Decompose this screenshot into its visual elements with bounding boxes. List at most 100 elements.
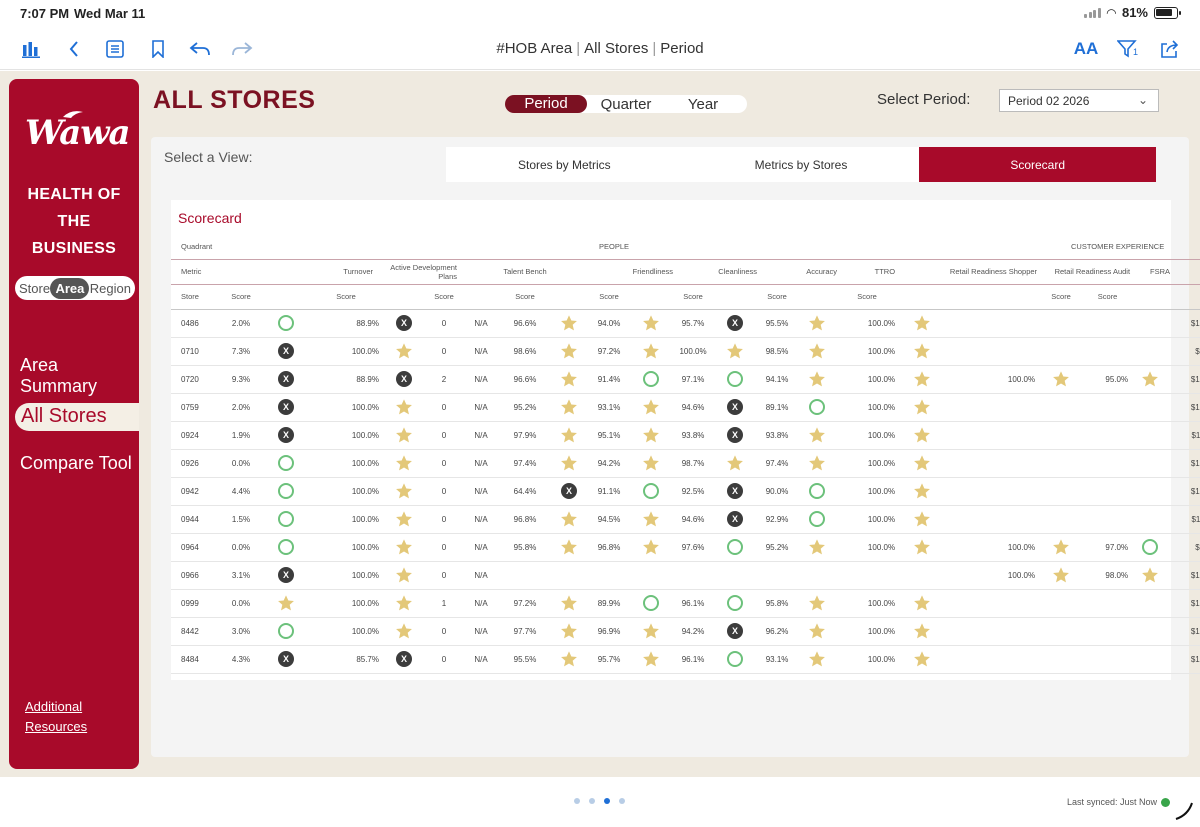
score-label: Score (501, 284, 549, 310)
table-row[interactable]: 0964 0.0% 100.0% 0 N/A 95.8% 96.8% 97.6% 95.2% 10… (171, 533, 1200, 562)
score-icon-cell (549, 449, 589, 478)
table-row[interactable]: 8484 4.3% X 85.7% X 0 N/A 95.5% 95.7% 96.1% 93.1% 1… (171, 645, 1200, 674)
friendliness-value: 95.5% (501, 645, 549, 674)
score-label: Score (427, 284, 461, 310)
cleanliness-value: 91.4% (589, 365, 630, 394)
score-label: Score (673, 284, 714, 310)
star-icon (1142, 371, 1158, 387)
toggle-year[interactable]: Year (687, 95, 719, 113)
score-icon-cell (1037, 505, 1086, 534)
resources-line: Resources (25, 719, 88, 734)
cleanliness-value: 94.5% (589, 505, 630, 534)
wifi-icon: ◠ (1106, 5, 1116, 20)
bookmark-icon[interactable] (145, 36, 171, 62)
sales-value: $103,928 (1170, 449, 1200, 478)
page-dot[interactable] (604, 798, 610, 804)
page-indicator[interactable] (574, 798, 625, 804)
adp-value: 100.0% (311, 589, 381, 618)
table-row[interactable]: 0486 2.0% 88.9% X 0 N/A 96.6% 94.0% 95.7% X 95.5% 1… (171, 309, 1200, 338)
star-icon (561, 623, 577, 639)
talent-bench-value: 0 (427, 645, 461, 674)
ttro-value: 90.0% (757, 477, 798, 506)
table-row[interactable]: 8442 3.0% 100.0% 0 N/A 97.7% 96.9% 94.2% X 96.2% 1… (171, 617, 1200, 646)
page-dot[interactable] (619, 798, 625, 804)
friendliness-value: 97.4% (501, 449, 549, 478)
table-row[interactable]: 0942 4.4% 100.0% 0 N/A 64.4% X 91.1% 92.5% X 90.0%… (171, 477, 1200, 506)
table-row[interactable]: 0710 7.3% X 100.0% 0 N/A 98.6% 97.2% 100.0% 98.5%… (171, 337, 1200, 366)
toggle-period[interactable]: Period (505, 95, 587, 113)
store-number: 0926 (171, 449, 221, 478)
tab-metrics-by-stores[interactable]: Metrics by Stores (754, 157, 848, 172)
fsra-value (1085, 393, 1131, 422)
table-row[interactable]: 0999 0.0% 100.0% 1 N/A 97.2% 89.9% 96.1% 95.8% 10… (171, 589, 1200, 618)
pencil-stroke-icon (1175, 802, 1193, 820)
share-icon[interactable] (1157, 36, 1183, 62)
friendliness-value: 95.8% (501, 533, 549, 562)
table-row[interactable]: 0720 9.3% X 88.9% X 2 N/A 96.6% 91.4% 97.1% 94.1% 1… (171, 365, 1200, 394)
ttro-value: 95.5% (757, 309, 798, 338)
nav-compare-tool[interactable]: Compare Tool (20, 453, 132, 473)
rr-shopper-value (837, 561, 898, 590)
dashboard-icon[interactable] (19, 36, 45, 62)
fsra-value (1085, 421, 1131, 450)
period-dropdown[interactable]: Period 02 2026 ⌄ (999, 89, 1159, 112)
status-right: ◠ 81% (1084, 5, 1181, 20)
score-icon-cell (1037, 421, 1086, 450)
table-row[interactable]: 0759 2.0% X 100.0% 0 N/A 95.2% 93.1% 94.6% X 89.1%… (171, 393, 1200, 422)
level-option-store[interactable]: Store (19, 280, 51, 296)
table-row[interactable]: 0924 1.9% X 100.0% 0 N/A 97.9% 95.1% 93.8% X 93.8%… (171, 421, 1200, 450)
select-period-label: Select Period: (877, 91, 971, 108)
accuracy-value: 92.5% (673, 477, 714, 506)
score-icon-cell (897, 589, 948, 618)
target-missed-icon: X (278, 371, 294, 387)
text-size-button[interactable]: AA (1073, 39, 1099, 58)
star-icon (727, 343, 743, 359)
tab-scorecard[interactable]: Scorecard (919, 147, 1157, 182)
back-icon[interactable] (61, 36, 87, 62)
table-row[interactable]: 0944 1.5% 100.0% 0 N/A 96.8% 94.5% 94.6% X 92.9% 1… (171, 505, 1200, 534)
score-icon-cell (713, 645, 758, 674)
level-selector: Store Area Region (15, 276, 135, 300)
star-icon (914, 623, 930, 639)
undo-icon[interactable] (187, 36, 213, 62)
score-icon-cell (797, 533, 838, 562)
star-icon (396, 455, 412, 471)
star-icon (914, 511, 930, 527)
filter-icon[interactable]: 1 (1116, 36, 1142, 62)
fsra-value (1085, 449, 1131, 478)
score-icon-cell (261, 617, 311, 646)
level-option-area[interactable]: Area (50, 277, 90, 299)
quadrant-row: Quadrant PEOPLE CUSTOMER EXPERIENCE (171, 234, 1200, 260)
tab-stores-by-metrics[interactable]: Stores by Metrics (517, 157, 611, 172)
star-icon (809, 427, 825, 443)
star-icon (914, 455, 930, 471)
score-icon-cell (797, 561, 838, 590)
score-icon-cell (549, 309, 589, 338)
table-row[interactable]: 0926 0.0% 100.0% 0 N/A 97.4% 94.2% 98.7% 97.4% 10… (171, 449, 1200, 478)
nav-area-summary[interactable]: Area Summary (20, 355, 98, 396)
star-icon (643, 315, 659, 331)
level-option-region[interactable]: Region (89, 280, 131, 296)
star-icon (396, 567, 412, 583)
toggle-quarter[interactable]: Quarter (600, 95, 652, 113)
sales-value: $134,792 (1170, 365, 1200, 394)
table-of-contents-icon[interactable] (102, 36, 128, 62)
score-icon-cell (897, 365, 948, 394)
metric-talent-bench: Talent Bench (461, 259, 589, 285)
score-header-spacer (549, 284, 589, 310)
nav-all-stores[interactable]: All Stores (15, 403, 139, 431)
redo-icon[interactable] (229, 36, 255, 62)
score-icon-cell: X (713, 617, 758, 646)
page-dot[interactable] (574, 798, 580, 804)
score-icon-cell (797, 337, 838, 366)
rr-audit-value (947, 505, 1038, 534)
sidebar: Wawa HEALTH OF THE BUSINESS Store Area R… (9, 79, 139, 769)
additional-resources-link[interactable]: Additional Resources (25, 697, 87, 737)
friendliness-value: 96.6% (501, 365, 549, 394)
score-icon-cell: X (381, 365, 427, 394)
page-dot[interactable] (589, 798, 595, 804)
toolbar-title: #HOB Area | All Stores | Period (496, 40, 704, 57)
score-icon-cell (381, 505, 427, 534)
talent-bench-value: 0 (427, 449, 461, 478)
